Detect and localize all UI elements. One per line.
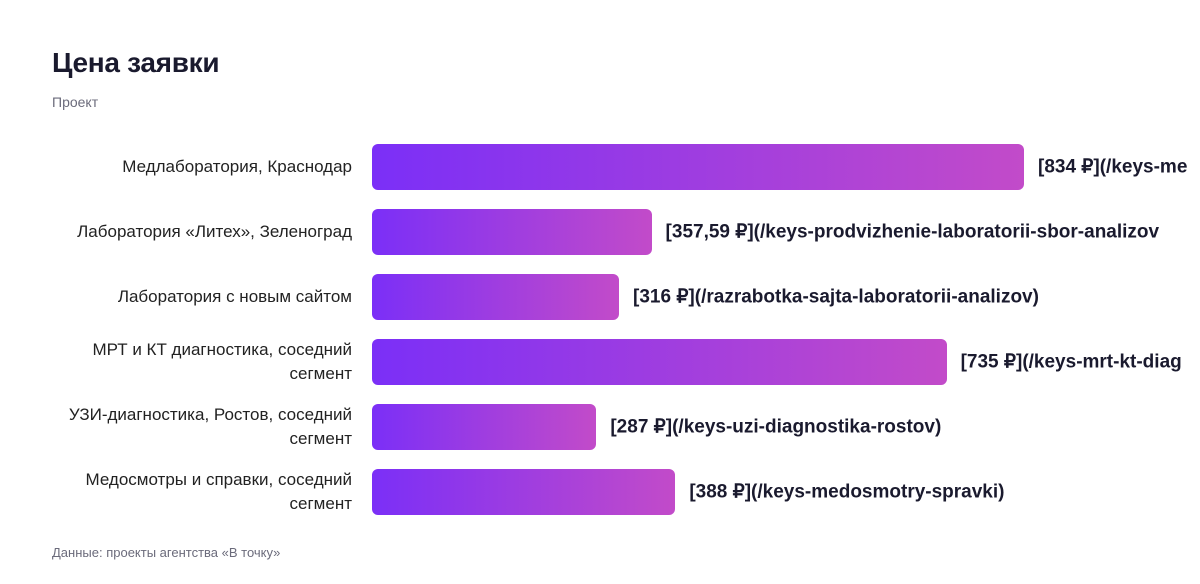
value-label: [388 ₽](/keys-medosmotry-spravki) (689, 481, 1005, 503)
source-note: Данные: проекты агентства «В точку» (52, 545, 281, 560)
category-label: МРТ и КТ диагностика, соседний сегмент (92, 340, 352, 383)
category-label: Медлаборатория, Краснодар (122, 157, 352, 176)
value-label: [735 ₽](/keys-mrt-kt-diag (960, 351, 1182, 373)
bar (372, 274, 620, 320)
value-label: [287 ₽](/keys-uzi-diagnostika-rostov) (610, 416, 942, 438)
chart-title: Цена заявки (52, 47, 220, 78)
bar (372, 469, 676, 515)
category-label: УЗИ-диагностика, Ростов, соседний сегмен… (68, 405, 352, 448)
bar (372, 144, 1024, 190)
bar (372, 209, 652, 255)
category-label: Лаборатория «Литех», Зеленоград (77, 222, 352, 241)
value-label: [357,59 ₽](/keys-prodvizhenie-laboratori… (665, 221, 1160, 243)
category-label: Медосмотры и справки, соседний сегмент (85, 470, 352, 513)
category-label: Лаборатория с новым сайтом (117, 287, 352, 306)
chart-subtitle: Проект (52, 94, 99, 110)
bar (372, 404, 597, 450)
value-label: [316 ₽](/razrabotka-sajta-laboratorii-an… (633, 286, 1039, 308)
bar (372, 339, 947, 385)
value-label: [834 ₽](/keys-me (1038, 156, 1188, 178)
